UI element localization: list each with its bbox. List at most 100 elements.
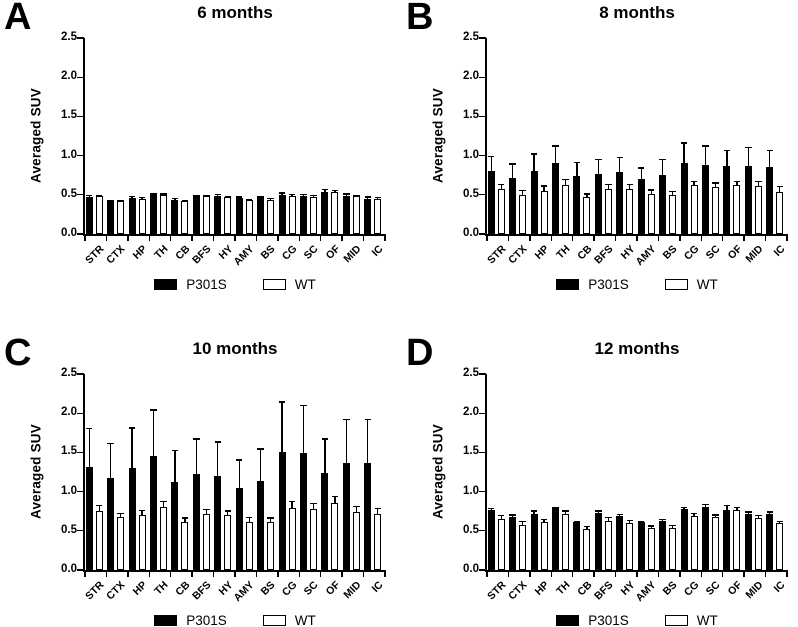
bar-p301s-th [149,456,157,570]
bar-p301s-th [551,163,559,234]
bar-wt-hy [224,197,232,234]
error-bar-cap [690,180,698,182]
error-bar-cap [300,404,307,406]
error-bar-cap [583,193,591,195]
error-bar-cap [85,428,93,430]
bar-wt-bs [267,522,275,570]
legend-label: P301S [588,277,629,292]
bar-p301s-amy [637,522,645,570]
x-tick-mark [593,236,595,241]
error-bar-cap [669,190,676,193]
error-bar-line [281,401,283,452]
error-bar-line [490,155,492,172]
bar-p301s-ic [364,462,372,570]
bar-p301s-ic [364,198,372,234]
bar-p301s-ic [766,513,774,570]
x-tick-mark [636,236,638,241]
bar-wt-cb [181,522,189,570]
error-bar-cap [540,185,548,187]
bar-p301s-hy [214,475,222,570]
legend-swatch-p301s [556,615,580,626]
y-tick-label: 1.5 [61,109,77,122]
x-tick-mark [657,572,660,577]
error-bar-cap [181,517,189,519]
error-bar-cap [331,495,339,497]
error-bar-cap [95,504,103,507]
error-bar-line [554,145,557,164]
bar-wt-ctx [117,517,125,570]
error-bar-line [152,409,155,457]
error-bar-line [217,441,219,476]
error-bar-line [324,438,326,473]
legend: P301S WT [85,277,385,292]
bar-p301s-mid [744,513,752,570]
y-axis-label: Averaged SUV [28,88,44,184]
error-bar-line [238,459,240,489]
bar-wt-ic [374,198,382,234]
bar-wt-cb [583,197,591,234]
y-tick-label: 2.0 [463,406,479,419]
y-tick-label: 1.0 [463,484,479,497]
bar-p301s-str [85,197,93,234]
legend-swatch-wt [664,615,688,626]
error-bar-line [162,501,165,508]
error-bar-line [576,161,578,176]
x-tick-mark [191,572,193,577]
error-bar-line [500,515,502,520]
bar-p301s-hp [128,468,136,570]
legend-swatch-p301s [154,279,178,290]
error-bar-cap [171,197,179,200]
bar-p301s-amy [235,197,243,234]
error-bar-cap [712,514,719,516]
x-tick-mark [105,236,108,241]
bar-p301s-of [321,191,329,234]
bar-p301s-sc [299,196,307,234]
error-bar-cap [723,150,731,152]
y-tick-mark [479,76,486,78]
error-bar-cap [203,194,210,197]
x-tick-mark [191,236,193,241]
legend-item-wt: WT [664,277,718,292]
y-tick-mark [77,490,84,493]
bar-wt-ctx [519,194,527,234]
error-bar-cap [487,155,495,157]
error-bar-cap [680,506,688,508]
bar-p301s-th [551,508,559,570]
error-bar-cap [595,510,602,512]
bar-p301s-hy [214,196,222,234]
error-bar-cap [745,511,752,513]
error-bar-line [511,514,514,518]
x-tick-mark [507,236,510,241]
error-bar-cap [353,194,360,197]
bar-p301s-cb [171,482,179,570]
error-bar-cap [138,509,146,511]
error-bar-line [205,508,207,514]
x-tick-mark [507,572,510,577]
bar-wt-amy [647,528,655,570]
bar-p301s-mid [342,195,350,234]
error-bar-cap [647,525,655,527]
y-tick-mark [77,412,84,414]
x-tick-mark [764,572,767,577]
error-bar-line [650,525,652,529]
bar-wt-bs [669,194,677,234]
bar-wt-of [733,510,741,570]
x-tick-mark [529,572,531,577]
y-tick-mark [479,194,486,196]
y-tick-label: 1.0 [463,148,479,161]
bar-p301s-of [723,510,731,570]
y-tick-mark [77,194,84,196]
y-tick-label: 0.0 [61,563,77,575]
error-bar-cap [310,502,317,504]
error-bar-line [543,519,545,523]
x-tick-mark [722,572,724,577]
bar-p301s-cg [680,508,688,570]
error-bar-cap [321,188,329,190]
bar-wt-sc [711,517,719,570]
bar-wt-bfs [202,513,210,570]
error-bar-cap [637,167,645,169]
y-tick-label: 0.0 [463,227,479,239]
x-tick-mark [212,236,215,241]
error-bar-line [736,180,738,186]
bar-wt-cg [288,508,296,570]
